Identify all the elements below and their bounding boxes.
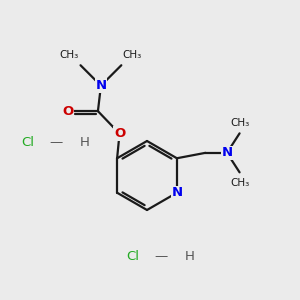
Text: CH₃: CH₃ (230, 118, 249, 128)
Text: CH₃: CH₃ (123, 50, 142, 61)
Text: Cl: Cl (21, 136, 34, 149)
Text: H: H (184, 250, 194, 263)
Text: CH₃: CH₃ (60, 50, 79, 61)
Text: O: O (62, 105, 74, 118)
Text: H: H (80, 136, 89, 149)
Text: N: N (221, 146, 233, 159)
Text: —: — (49, 136, 62, 149)
Text: N: N (171, 186, 182, 199)
Text: Cl: Cl (126, 250, 139, 263)
Text: CH₃: CH₃ (230, 178, 249, 188)
Text: N: N (95, 79, 106, 92)
Text: O: O (114, 127, 125, 140)
Text: —: — (154, 250, 167, 263)
